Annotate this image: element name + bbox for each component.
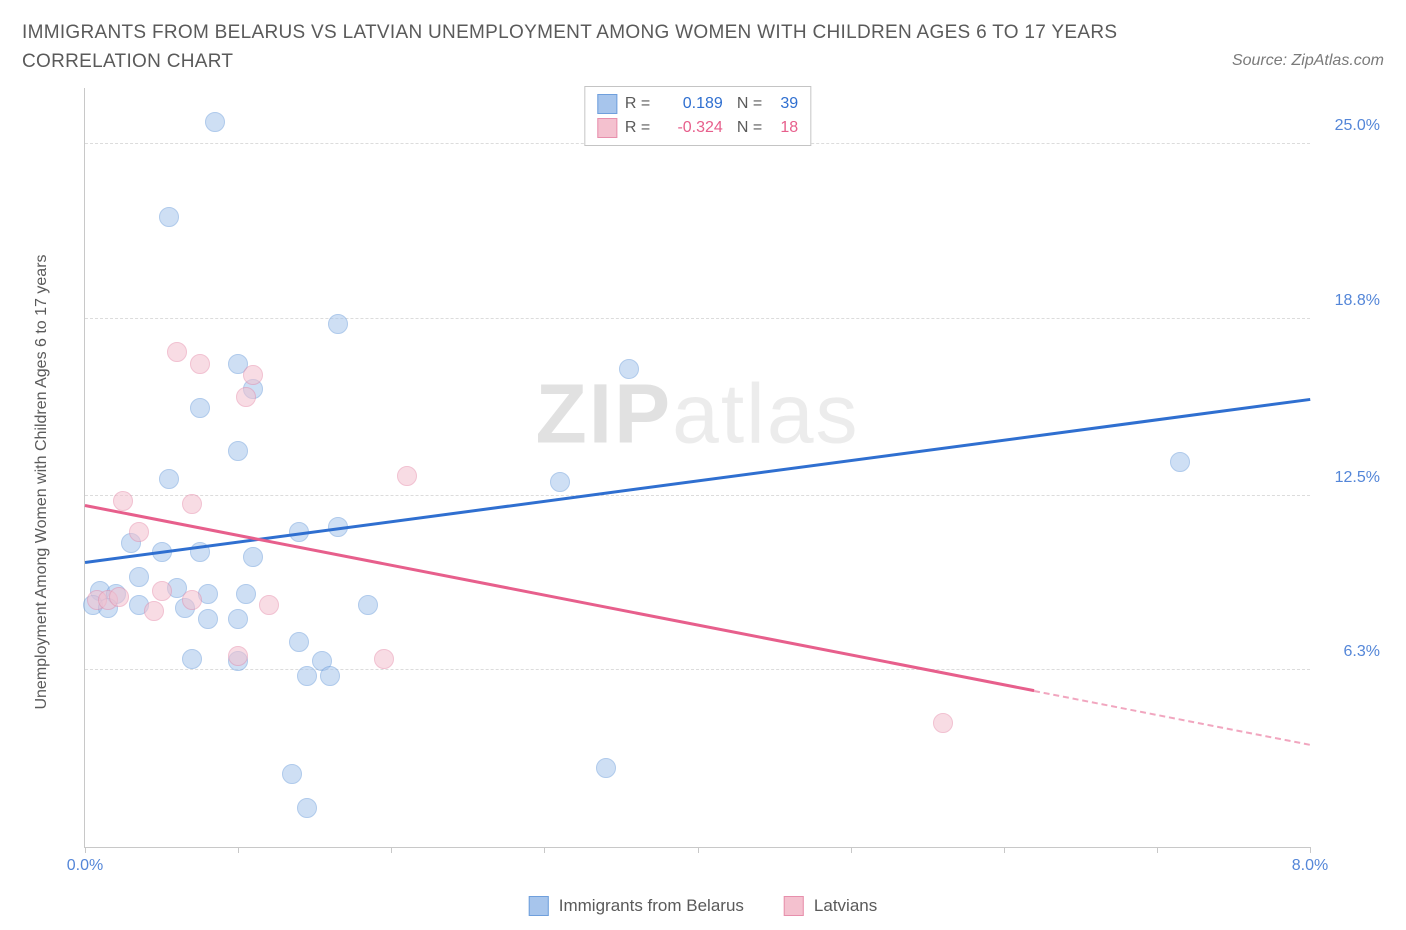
correlation-legend-row: R = -0.324 N = 18 (597, 116, 798, 140)
scatter-point (182, 494, 202, 514)
x-tick (1004, 847, 1005, 853)
scatter-point (182, 590, 202, 610)
y-axis-label: Unemployment Among Women with Children A… (33, 254, 51, 709)
x-tick (851, 847, 852, 853)
watermark-text-b: atlas (672, 367, 859, 461)
scatter-point (550, 472, 570, 492)
trend-line (85, 504, 1035, 692)
x-tick-label: 0.0% (67, 857, 103, 875)
correlation-legend-row: R = 0.189 N = 39 (597, 92, 798, 116)
scatter-point (243, 547, 263, 567)
scatter-point (933, 713, 953, 733)
scatter-point (297, 666, 317, 686)
x-tick (544, 847, 545, 853)
chart-title: IMMIGRANTS FROM BELARUS VS LATVIAN UNEMP… (22, 18, 1142, 77)
trend-line (85, 398, 1310, 564)
y-tick-label: 18.8% (1320, 292, 1380, 310)
scatter-point (198, 609, 218, 629)
y-tick-label: 12.5% (1320, 469, 1380, 487)
r-label: R = (625, 116, 655, 140)
scatter-point (190, 398, 210, 418)
x-tick (1157, 847, 1158, 853)
scatter-point (374, 649, 394, 669)
scatter-point (144, 601, 164, 621)
gridline (85, 318, 1310, 319)
scatter-point (159, 469, 179, 489)
r-value: 0.189 (663, 92, 723, 116)
series-legend-item: Latvians (784, 896, 877, 916)
plot-area: ZIPatlas R =0.189N =39R =-0.324N =18 6.3… (84, 88, 1310, 848)
scatter-point (320, 666, 340, 686)
scatter-point (228, 646, 248, 666)
legend-swatch (597, 118, 617, 138)
r-label: R = (625, 92, 655, 116)
n-label: N = (737, 92, 762, 116)
chart-container: Unemployment Among Women with Children A… (50, 88, 1388, 876)
scatter-point (113, 491, 133, 511)
scatter-point (619, 359, 639, 379)
n-label: N = (737, 116, 762, 140)
scatter-point (289, 632, 309, 652)
series-legend-label: Latvians (814, 896, 877, 916)
scatter-point (152, 581, 172, 601)
gridline (85, 669, 1310, 670)
scatter-point (1170, 452, 1190, 472)
scatter-point (190, 354, 210, 374)
legend-swatch (529, 896, 549, 916)
x-tick (1310, 847, 1311, 853)
scatter-point (159, 207, 179, 227)
source-attribution: Source: ZipAtlas.com (1232, 52, 1384, 70)
y-tick-label: 6.3% (1320, 643, 1380, 661)
x-tick-label: 8.0% (1292, 857, 1328, 875)
scatter-point (129, 522, 149, 542)
x-tick (85, 847, 86, 853)
scatter-point (282, 764, 302, 784)
n-value: 18 (770, 116, 798, 140)
scatter-point (243, 365, 263, 385)
scatter-point (129, 567, 149, 587)
series-legend-item: Immigrants from Belarus (529, 896, 744, 916)
scatter-point (397, 466, 417, 486)
n-value: 39 (770, 92, 798, 116)
series-legend: Immigrants from Belarus Latvians (529, 896, 878, 916)
scatter-point (167, 342, 187, 362)
scatter-point (259, 595, 279, 615)
scatter-point (109, 587, 129, 607)
watermark-text-a: ZIP (535, 367, 672, 461)
legend-swatch (784, 896, 804, 916)
trend-line (1034, 690, 1310, 746)
scatter-point (297, 798, 317, 818)
y-tick-label: 25.0% (1320, 117, 1380, 135)
scatter-point (182, 649, 202, 669)
x-tick (238, 847, 239, 853)
scatter-point (358, 595, 378, 615)
x-tick (698, 847, 699, 853)
scatter-point (205, 112, 225, 132)
x-tick (391, 847, 392, 853)
legend-swatch (597, 94, 617, 114)
scatter-point (236, 387, 256, 407)
series-legend-label: Immigrants from Belarus (559, 896, 744, 916)
correlation-legend: R = 0.189 N = 39 R = -0.324 N = 18 (584, 86, 811, 146)
gridline (85, 495, 1310, 496)
scatter-point (228, 441, 248, 461)
scatter-point (596, 758, 616, 778)
r-value: -0.324 (663, 116, 723, 140)
scatter-point (328, 314, 348, 334)
scatter-point (236, 584, 256, 604)
scatter-point (228, 609, 248, 629)
watermark: ZIPatlas (535, 366, 859, 463)
